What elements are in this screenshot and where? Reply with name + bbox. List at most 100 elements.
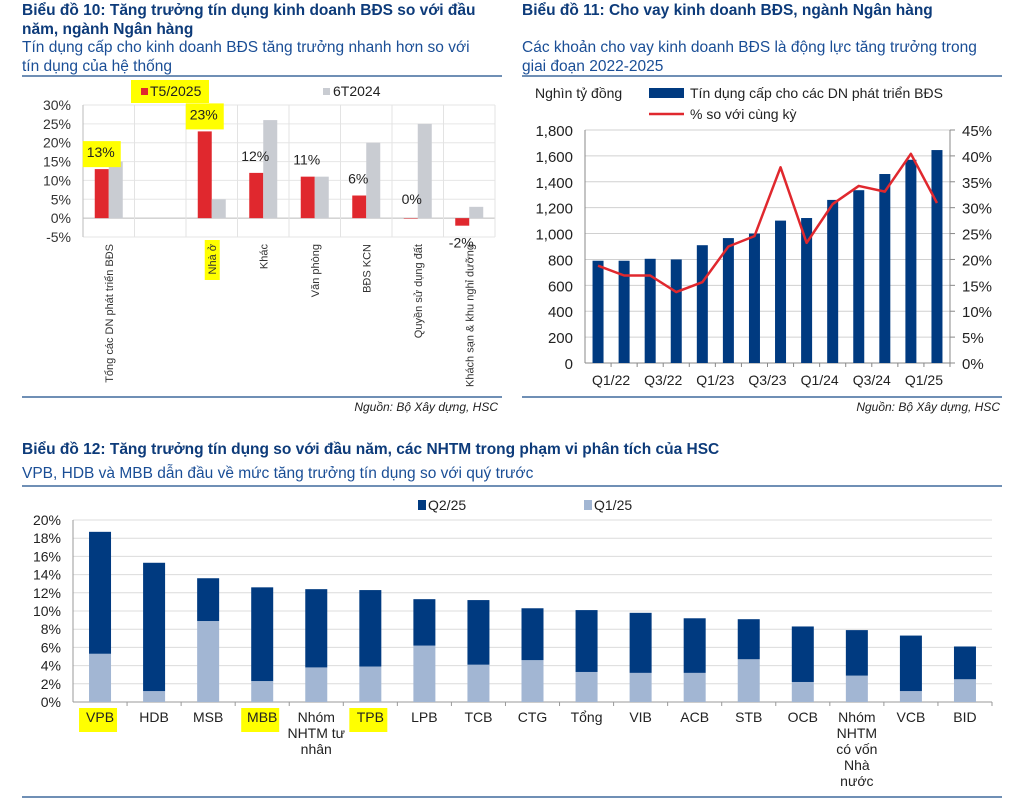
chart12-bar-q1-25 [791, 681, 814, 702]
chart10-bar-6t2024 [263, 120, 278, 219]
chart12-bottom-rule [22, 796, 1002, 798]
chart12-ytick-label: 0% [41, 694, 61, 710]
chart10-category-highlight [204, 240, 220, 280]
chart12-category-highlight [241, 708, 280, 732]
chart12-ytick-label: 12% [33, 585, 61, 601]
chart10-bar-6t2024 [108, 161, 123, 219]
chart10-ytick-label: 30% [43, 97, 71, 113]
chart11-xtick-label: Q3/22 [644, 372, 682, 388]
chart11-xtick-label: Q3/24 [853, 372, 891, 388]
chart11-xtick-label: Q3/23 [748, 372, 786, 388]
chart12-subtitle: VPB, HDB và MBB dẫn đầu về mức tăng trưở… [22, 465, 534, 482]
chart10-bar-t5-2025 [197, 131, 212, 219]
chart11-subtitle-line2: giai đoạn 2022-2025 [522, 58, 664, 75]
chart12-title: Biểu đồ 12: Tăng trưởng tín dụng so với … [22, 441, 720, 458]
chart10-subtitle-line1: Tín dụng cấp cho kinh doanh BĐS tăng trư… [22, 39, 470, 56]
chart12-legend-swatch-q1-25 [584, 500, 592, 510]
chart10-category-label: Nhà ở [207, 244, 219, 274]
chart10-title: Biểu đồ 10: Tăng trưởng tín dụng kinh do… [22, 1, 507, 39]
chart12-category-label: nước [840, 773, 873, 789]
chart11-ytick-right: 5% [962, 330, 984, 347]
chart11-source: Nguồn: Bộ Xây dựng, HSC [856, 400, 1000, 414]
chart10-data-label: 6% [348, 171, 368, 187]
chart10-data-label: 13% [87, 144, 115, 160]
chart12-bar-q2-25 [89, 531, 112, 654]
chart10-legend-highlight [131, 80, 209, 103]
chart12-ytick-label: 18% [33, 530, 61, 546]
chart11-bar [670, 259, 682, 363]
chart10-source: Nguồn: Bộ Xây dựng, HSC [354, 400, 498, 414]
chart11-ytick-right: 10% [962, 304, 992, 321]
chart10-ytick-label: 20% [43, 135, 71, 151]
chart12-bar-q2-25 [467, 600, 490, 665]
chart11-bar [905, 159, 917, 363]
chart10-ytick-label: -5% [46, 229, 71, 245]
chart11-bar [801, 218, 813, 363]
chart12-category-label: VIB [629, 709, 652, 725]
chart11-bar [827, 199, 839, 363]
chart12-ytick-label: 2% [41, 676, 61, 692]
chart11-legend-label-bar: Tín dụng cấp cho các DN phát triển BĐS [690, 85, 943, 101]
chart11-subtitle: Các khoản cho vay kinh doanh BĐS là động… [522, 38, 1022, 76]
chart12-bar-q1-25 [521, 660, 544, 702]
chart10-ytick-label: 10% [43, 172, 71, 188]
chart12-bar-q2-25 [251, 587, 274, 682]
chart12-ytick-label: 4% [41, 658, 61, 674]
chart11-bar [748, 233, 760, 363]
chart10-category-label: Khách sạn & khu nghỉ dưỡng [464, 244, 476, 387]
chart10-label-highlight [185, 103, 224, 130]
chart11-xtick-label: Q1/24 [801, 372, 839, 388]
chart12-top-rule [22, 485, 1002, 487]
chart12-ytick-label: 10% [33, 603, 61, 619]
chart11-xtick-label: Q1/22 [592, 372, 630, 388]
chart12-category-label: có vốn [836, 741, 877, 757]
chart11-bar [853, 190, 865, 363]
chart12-bar-q2-25 [899, 635, 922, 692]
chart10-bottom-rule [22, 396, 502, 398]
chart10-category-label: Quyền sử dụng đất [413, 244, 425, 338]
chart12-bar-q1-25 [845, 675, 868, 702]
chart11-ytick-left: 1,600 [535, 149, 573, 166]
chart12-category-label: Tổng [571, 709, 603, 725]
chart12-bar-q2-25 [305, 589, 328, 668]
chart12-category-highlight [79, 708, 118, 732]
chart10-bar-t5-2025 [249, 172, 264, 219]
chart12-ytick-label: 14% [33, 567, 61, 583]
chart12-legend-label-q1-25: Q1/25 [594, 497, 632, 513]
chart12-bar-q1-25 [251, 681, 274, 702]
chart12-bar-q1-25 [629, 672, 652, 702]
chart11-ytick-left: 1,000 [535, 227, 573, 244]
chart11-ytick-left: 1,200 [535, 201, 573, 218]
chart12-bar-q2-25 [413, 599, 436, 646]
chart10-ytick-label: 25% [43, 116, 71, 132]
chart12-category-label: TPB [357, 709, 384, 725]
chart10-bar-6t2024 [417, 123, 432, 219]
chart11-ytick-right: 35% [962, 175, 992, 192]
chart11-ytick-right: 15% [962, 278, 992, 295]
chart11-subtitle-line1: Các khoản cho vay kinh doanh BĐS là động… [522, 39, 977, 56]
chart10-label-highlight [82, 141, 121, 168]
chart12-bar-q2-25 [791, 626, 814, 682]
chart11-ytick-left: 200 [548, 330, 573, 347]
chart12-bar-q1-25 [683, 672, 706, 702]
chart11-legend-swatch-bar [649, 88, 684, 98]
chart11-ytick-right: 45% [962, 123, 992, 140]
chart10-category-label: BĐS KCN [361, 244, 373, 293]
chart10-legend-swatch-t5-2025 [141, 88, 148, 95]
chart11-bottom-rule [522, 396, 1002, 398]
chart12-category-label: OCB [788, 709, 818, 725]
chart10-subtitle-line2: tín dụng của hệ thống [22, 58, 172, 75]
chart12-category-label: MSB [193, 709, 223, 725]
chart12-category-label: Nhà [844, 757, 870, 773]
chart12-bar-q1-25 [359, 666, 382, 702]
chart12-category-label: VPB [86, 709, 114, 725]
chart11-yaxis-title: Nghìn tỷ đồng [535, 85, 622, 101]
chart12-category-label: HDB [139, 709, 169, 725]
chart12-bar-q1-25 [737, 659, 760, 702]
chart12-category-label: CTG [518, 709, 548, 725]
chart10-bar-6t2024 [211, 199, 226, 219]
chart12-bar-q2-25 [683, 618, 706, 673]
